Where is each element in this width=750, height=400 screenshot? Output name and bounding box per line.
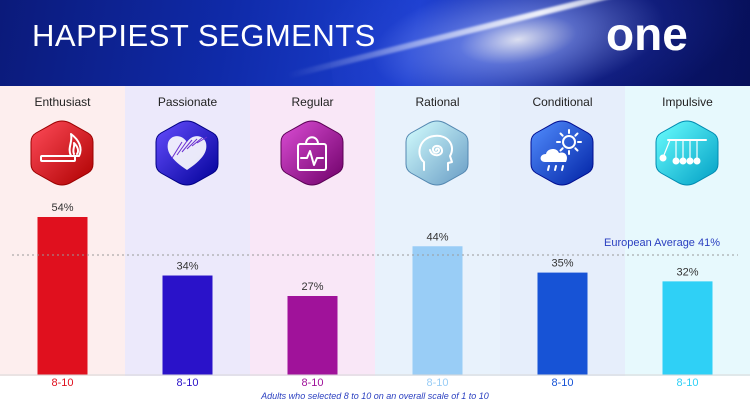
range-label: 8-10	[301, 377, 324, 389]
bar-value-label: 54%	[51, 202, 73, 214]
shopping-bag-pulse-icon	[280, 120, 344, 186]
range-label: 8-10	[676, 377, 699, 389]
bar-rational	[412, 246, 463, 375]
range-label: 8-10	[176, 377, 199, 389]
bar-impulsive	[662, 281, 713, 375]
newtons-cradle-icon	[655, 120, 719, 186]
bar-conditional	[537, 272, 588, 375]
category-label: Conditional	[532, 95, 593, 109]
bar-regular	[287, 296, 338, 375]
reference-line-label: European Average 41%	[604, 237, 720, 249]
bar-value-label: 35%	[551, 258, 573, 270]
head-spiral-icon	[405, 120, 469, 186]
bar-passionate	[162, 275, 213, 375]
bar-value-label: 32%	[676, 266, 698, 278]
page-title: HAPPIEST SEGMENTS	[32, 18, 376, 53]
range-label: 8-10	[426, 377, 449, 389]
logo-text: one	[606, 10, 688, 60]
one-logo: one	[606, 10, 688, 60]
bar-value-label: 27%	[301, 281, 323, 293]
category-label: Rational	[415, 95, 460, 109]
match-flame-icon	[30, 120, 94, 186]
bar-value-label: 34%	[176, 261, 198, 273]
header-banner: HAPPIEST SEGMENTS one	[0, 0, 750, 86]
category-label: Regular	[291, 95, 334, 109]
category-label: Impulsive	[662, 95, 713, 109]
heart-icon	[155, 120, 219, 186]
sun-cloud-rain-icon	[530, 120, 594, 186]
category-label: Passionate	[157, 95, 218, 109]
bar-enthusiast	[37, 217, 88, 375]
range-label: 8-10	[551, 377, 574, 389]
footnote: Adults who selected 8 to 10 on an overal…	[261, 391, 489, 400]
bar-value-label: 44%	[426, 231, 448, 243]
category-label: Enthusiast	[34, 95, 91, 109]
range-label: 8-10	[51, 377, 74, 389]
